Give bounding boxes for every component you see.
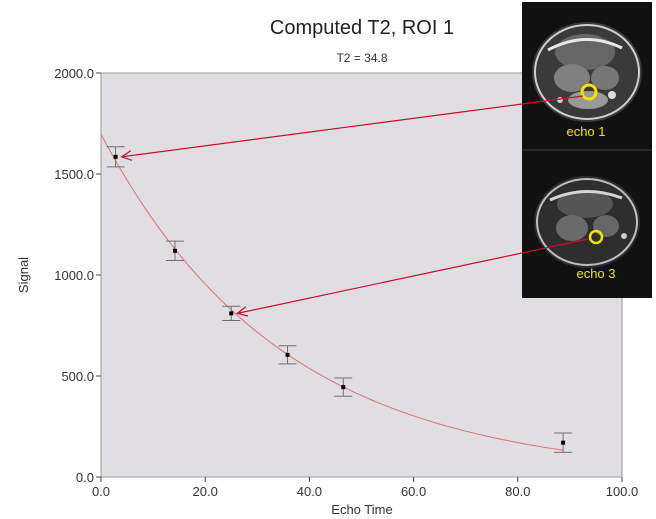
data-point	[278, 345, 297, 365]
arrow-head	[235, 306, 249, 317]
echo-1-label: echo 1	[566, 124, 605, 139]
data-points	[106, 146, 573, 453]
data-point	[554, 432, 573, 453]
y-tick-label: 1500.0	[54, 167, 94, 182]
y-tick-label: 0.0	[76, 470, 94, 485]
x-axis: 0.0 20.0 40.0 60.0 80.0 100.0	[92, 477, 638, 499]
data-point	[334, 377, 353, 397]
x-tick-label: 80.0	[505, 484, 530, 499]
arrow-head	[120, 150, 133, 161]
chart-title: Computed T2, ROI 1	[270, 17, 454, 39]
x-tick-label: 40.0	[297, 484, 322, 499]
roi-circle	[588, 229, 604, 245]
point-marker	[285, 352, 290, 357]
data-point	[106, 146, 125, 168]
mri-image-echo-1	[532, 22, 642, 122]
mri-inset: echo 1 echo 3	[522, 2, 652, 298]
annotation-arrows	[120, 95, 589, 317]
point-marker	[113, 154, 118, 159]
arrow-echo-1	[121, 95, 584, 158]
x-tick-label: 60.0	[401, 484, 426, 499]
y-tick-label: 500.0	[61, 369, 94, 384]
y-tick-label: 2000.0	[54, 66, 94, 81]
point-marker	[341, 385, 346, 390]
roi-circle	[580, 83, 598, 101]
x-tick-label: 100.0	[606, 484, 639, 499]
point-marker	[229, 311, 234, 316]
mri-image-echo-3	[534, 176, 640, 268]
point-marker	[172, 248, 177, 253]
echo-3-label: echo 3	[576, 266, 615, 281]
x-axis-label: Echo Time	[331, 502, 392, 517]
x-tick-label: 0.0	[92, 484, 110, 499]
data-point	[165, 240, 184, 261]
x-tick-label: 20.0	[193, 484, 218, 499]
chart-subtitle: T2 = 34.8	[336, 51, 387, 65]
data-point	[222, 305, 241, 321]
y-tick-label: 1000.0	[54, 268, 94, 283]
fit-curve	[100, 133, 564, 451]
point-marker	[561, 440, 566, 445]
y-axis-label: Signal	[16, 257, 31, 293]
arrow-echo-3	[237, 238, 589, 314]
y-axis: 0.0 500.0 1000.0 1500.0 2000.0	[54, 66, 101, 485]
